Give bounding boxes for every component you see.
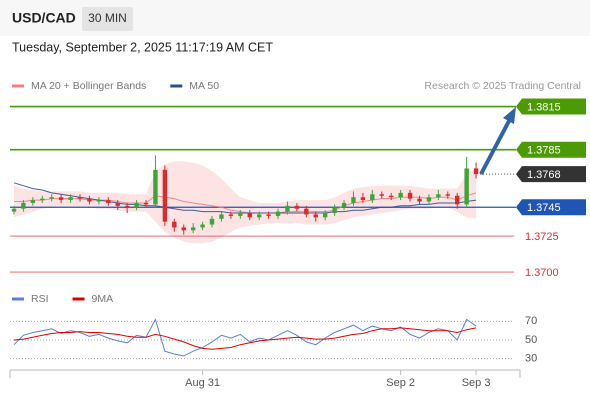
level-label: 1.3725 [525,231,559,243]
forecast-arrow [479,120,511,175]
candle-body [266,214,271,216]
candle-body [332,207,337,214]
candle-body [436,194,441,198]
candle-body [11,208,17,212]
bollinger-band [14,161,477,244]
candle-body [87,198,92,202]
candle-body [172,221,177,228]
candle-body [134,202,139,208]
candle-body [30,200,36,203]
level-tag [516,98,586,115]
candle-body [313,214,318,218]
level-tag [516,166,586,183]
credit: Research © 2025 Trading Central [424,80,581,92]
candle-body [228,214,234,216]
level-label: 1.3700 [525,267,559,279]
candle-body [322,213,328,218]
level-label: 1.3785 [527,145,561,157]
candle-body [426,197,432,202]
candle-body [370,194,375,201]
legend-swatch [12,84,24,88]
candle-body [341,202,347,208]
candle-body [247,213,252,218]
y-tick-label: 30 [525,353,537,365]
legend-label: MA 50 [189,80,219,92]
candle-body [398,192,403,198]
forecast-arrowhead [503,107,516,124]
candle-body [162,169,168,222]
level-label: 1.3745 [527,202,561,214]
rsi-line [13,327,477,350]
legend-label: RSI [31,293,49,305]
candle-body [106,200,111,203]
candle-body [124,205,130,208]
legend-swatch [170,84,183,88]
candle-body [68,197,73,201]
legend-label: 9MA [92,293,114,305]
plot: MA 20 + Bollinger Bands MA 50 1.3815 1.3785… [10,80,586,389]
candle-body [49,197,54,199]
candle-body [473,168,479,175]
candle-body [153,169,158,205]
candle-body [275,211,281,216]
timestamp: Tuesday, September 2, 2025 11:17:19 AM C… [12,40,273,54]
candle-body [304,208,309,215]
y-tick-label: 70 [525,315,537,327]
candle-body [115,202,120,206]
interval: 30 MIN [88,11,127,25]
candle-body [294,205,300,209]
candle-body [351,197,356,203]
candle-body [455,195,460,205]
rsi-line [13,318,477,357]
y-tick-label: 50 [525,334,537,346]
level-tag [516,199,586,216]
x-tick-label: Aug 31 [185,377,220,389]
candle-body [181,227,186,231]
candle-body [190,227,196,231]
candle-body [219,214,224,219]
legend-swatch [72,297,85,301]
candle-body [58,197,64,201]
candle-body [360,197,366,201]
candle-body [464,168,469,205]
candle-body [407,192,413,199]
interval-badge [82,7,133,31]
level-tag [516,141,586,158]
symbol: USD/CAD [12,10,76,26]
candle-body [445,194,450,196]
candle-body [379,194,384,196]
candle-body [417,198,422,202]
candle-body [143,202,149,205]
candle-body [40,198,45,201]
x-tick-label: Sep 2 [386,377,415,389]
candle-body [21,202,26,209]
x-tick-label: Sep 3 [462,377,491,389]
level-label: 1.3768 [527,169,561,181]
candle-body [389,195,394,198]
candle-body [238,213,243,216]
candle-body [96,200,102,202]
candle-body [77,197,83,199]
legend-label: MA 20 + Bollinger Bands [31,80,146,92]
candle-body [200,224,205,228]
legend-swatch [12,297,24,301]
level-label: 1.3815 [527,101,561,113]
candle-body [256,214,262,218]
candle-body [209,218,215,225]
candle-body [285,205,290,212]
